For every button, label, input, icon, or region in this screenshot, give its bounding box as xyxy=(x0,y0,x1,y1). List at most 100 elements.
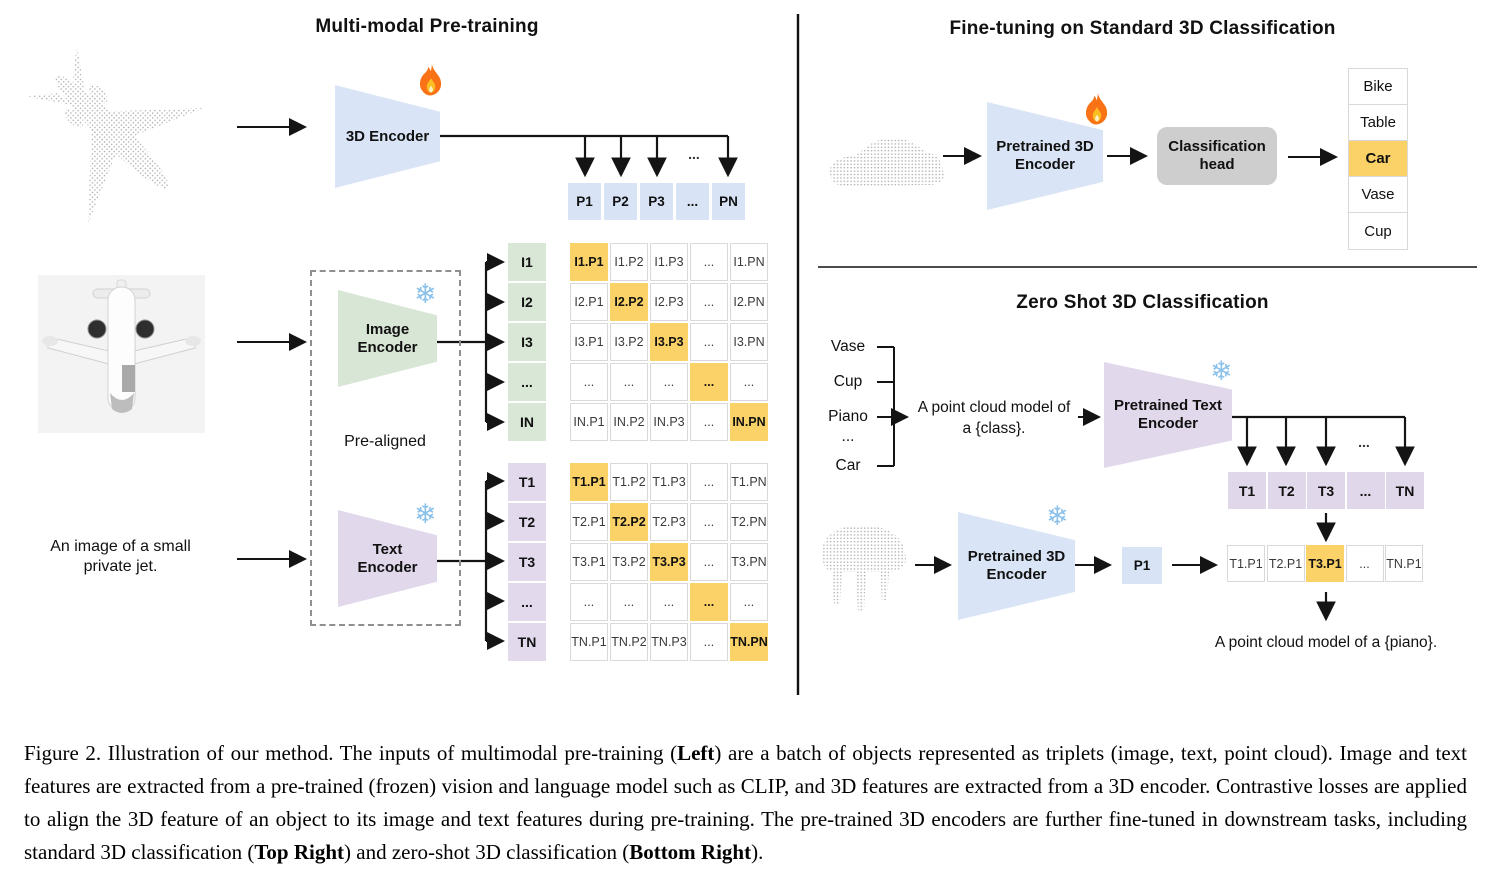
text-input-line2: private jet. xyxy=(83,558,158,576)
similarity-cell: ... xyxy=(690,503,728,541)
jet-photo xyxy=(38,275,205,433)
result-cell: T1.P1 xyxy=(1227,545,1265,582)
zeroshot-class-ellipsis: ... xyxy=(841,428,855,445)
similarity-cell: ... xyxy=(690,403,728,441)
similarity-cell: T2.P2 xyxy=(610,503,648,541)
text-feature-row: T1 T2 T3 ... TN xyxy=(1228,472,1424,509)
class-option: Table xyxy=(1349,105,1407,141)
image-feature-label: I2 xyxy=(508,283,546,321)
fire-icon xyxy=(1082,92,1112,131)
similarity-cell: I2.P1 xyxy=(570,283,608,321)
similarity-cell: ... xyxy=(650,583,688,621)
similarity-cell: I1.P3 xyxy=(650,243,688,281)
zeroshot-class-label: Piano xyxy=(828,408,868,425)
p-feature-cell: PN xyxy=(712,183,745,220)
caption-bold-bottom-right: Bottom Right xyxy=(629,840,752,864)
figure-caption: Figure 2. Illustration of our method. Th… xyxy=(24,737,1467,869)
text-feature-label: T1 xyxy=(508,463,546,501)
image-feature-label: I3 xyxy=(508,323,546,361)
text-encoder-line1: Text xyxy=(372,540,403,558)
zeroshot-class-label: Cup xyxy=(833,373,863,390)
similarity-cell: I1.P1 xyxy=(570,243,608,281)
similarity-cell: TN.P1 xyxy=(570,623,608,661)
similarity-cell: TN.PN xyxy=(730,623,768,661)
diagram-lines-layer xyxy=(25,14,1477,695)
caption-seg1: Figure 2. Illustration of our method. Th… xyxy=(24,741,678,765)
snowflake-icon: ❄ xyxy=(414,499,437,530)
result-cell: T2.P1 xyxy=(1266,545,1305,582)
similarity-cell: ... xyxy=(690,323,728,361)
car-point-cloud xyxy=(829,137,944,186)
image-point-similarity-matrix: I1.P1 I1.P2 I1.P3 ... I1.PN I2.P1 I2.P2 … xyxy=(570,243,768,441)
left-section-title: Multi-modal Pre-training xyxy=(315,16,539,37)
similarity-cell: ... xyxy=(610,363,648,401)
classification-head: Classification head xyxy=(1157,127,1277,185)
text-feature-cell: T1 xyxy=(1228,472,1266,509)
text-prompt: A point cloud model of a {class}. xyxy=(908,398,1080,440)
similarity-cell: T3.P3 xyxy=(650,543,688,581)
airplane-point-cloud xyxy=(25,45,204,224)
similarity-cell: ... xyxy=(650,363,688,401)
similarity-cell: I1.P2 xyxy=(610,243,648,281)
text-input-line1: An image of a small xyxy=(50,538,191,555)
similarity-cell: T1.P2 xyxy=(610,463,648,501)
similarity-cell: ... xyxy=(570,363,608,401)
similarity-cell: ... xyxy=(690,283,728,321)
p-feature-row: P1 P2 P3 ... PN xyxy=(568,183,745,220)
text-feature-label: TN xyxy=(508,623,546,661)
image-feature-label: I1 xyxy=(508,243,546,281)
text-feature-cell: TN xyxy=(1386,472,1424,509)
class-prediction-list: Bike Table Car Vase Cup xyxy=(1348,68,1408,250)
result-cell: ... xyxy=(1345,545,1384,582)
text-feature-label: ... xyxy=(508,583,546,621)
p-feature-cell: P2 xyxy=(604,183,637,220)
similarity-cell: ... xyxy=(730,583,768,621)
similarity-cell: T3.P1 xyxy=(570,543,608,581)
similarity-cell: I2.P3 xyxy=(650,283,688,321)
image-encoder-line2: Encoder xyxy=(357,338,418,356)
caption-seg4: ). xyxy=(751,840,764,864)
text-input-caption: An image of a small private jet. xyxy=(28,537,213,578)
pretrained-3d-encoder-zs-line2: Encoder xyxy=(986,566,1047,583)
class-option-selected: Car xyxy=(1349,141,1407,177)
image-feature-label: ... xyxy=(508,363,546,401)
pre-aligned-label: Pre-aligned xyxy=(344,433,426,450)
caption-seg2: ) are a batch of objects represented as … xyxy=(24,741,1467,864)
similarity-cell: ... xyxy=(610,583,648,621)
t-row-fanout-ellipsis: ... xyxy=(1358,434,1370,450)
classification-head-line2: head xyxy=(1199,156,1235,173)
p1-feature-box: P1 xyxy=(1122,547,1162,584)
similarity-cell: ... xyxy=(690,363,728,401)
similarity-cell: I3.PN xyxy=(730,323,768,361)
text-feature-cell: T2 xyxy=(1267,472,1306,509)
result-cell: TN.P1 xyxy=(1385,545,1423,582)
similarity-cell: T3.P2 xyxy=(610,543,648,581)
caption-bold-top-right: Top Right xyxy=(254,840,345,864)
p-feature-cell: P3 xyxy=(640,183,673,220)
text-feature-label: T3 xyxy=(508,543,546,581)
pretrained-3d-encoder-line1: Pretrained 3D xyxy=(996,138,1094,156)
similarity-cell: I2.P2 xyxy=(610,283,648,321)
p-feature-cell: ... xyxy=(676,183,709,220)
similarity-cell: I1.PN xyxy=(730,243,768,281)
image-feature-labels: I1 I2 I3 ... IN xyxy=(508,243,546,441)
similarity-cell: ... xyxy=(690,583,728,621)
text-feature-label: T2 xyxy=(508,503,546,541)
similarity-cell: I3.P2 xyxy=(610,323,648,361)
similarity-cell: ... xyxy=(690,543,728,581)
pretrained-3d-encoder-zs-line1: Pretrained 3D xyxy=(967,548,1066,566)
class-option: Bike xyxy=(1349,69,1407,105)
similarity-cell: TN.P2 xyxy=(610,623,648,661)
similarity-cell: I3.P1 xyxy=(570,323,608,361)
fire-icon xyxy=(416,63,446,102)
text-point-similarity-matrix: T1.P1 T1.P2 T1.P3 ... T1.PN T2.P1 T2.P2 … xyxy=(570,463,768,661)
pre-aligned-box xyxy=(310,270,461,626)
similarity-cell: T1.P3 xyxy=(650,463,688,501)
finetune-section-title: Fine-tuning on Standard 3D Classificatio… xyxy=(949,18,1336,39)
text-feature-labels: T1 T2 T3 ... TN xyxy=(508,463,546,661)
zeroshot-section-title: Zero Shot 3D Classification xyxy=(1016,292,1269,313)
similarity-cell: T1.PN xyxy=(730,463,768,501)
similarity-cell: T2.PN xyxy=(730,503,768,541)
similarity-cell: T1.P1 xyxy=(570,463,608,501)
p-feature-cell: P1 xyxy=(568,183,601,220)
